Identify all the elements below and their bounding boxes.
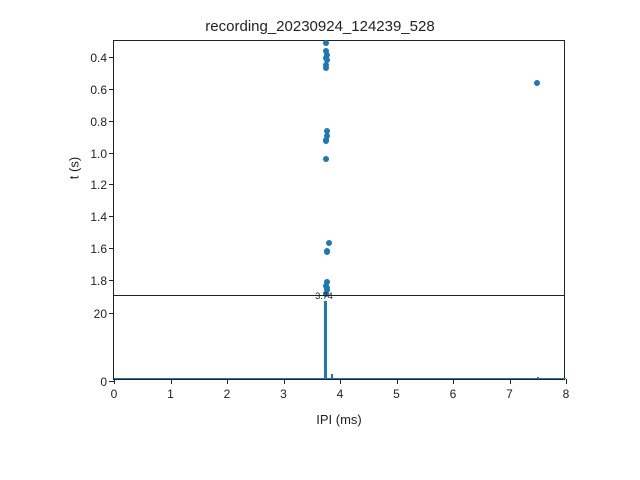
y-axis-label-value-top: 1.0 xyxy=(79,147,107,161)
y-axis-tick-top xyxy=(109,57,114,58)
chart-container: recording_20230924_124239_528 t (s) 0.4 0… xyxy=(0,0,640,480)
y-axis-tick-top xyxy=(109,280,114,281)
density-small-bump[interactable] xyxy=(331,374,333,379)
y-axis-label-value-top: 0.8 xyxy=(79,115,107,129)
scatter-point[interactable] xyxy=(323,65,329,71)
y-axis-label-value-bottom: 20 xyxy=(79,307,107,321)
chart-title: recording_20230924_124239_528 xyxy=(0,18,640,35)
x-axis-tick xyxy=(453,379,454,384)
x-axis-tick xyxy=(510,379,511,384)
y-axis-tick-top xyxy=(109,153,114,154)
y-axis-tick-top xyxy=(109,216,114,217)
peak-value-annotation: 3.74 xyxy=(315,291,333,301)
x-axis-tick xyxy=(340,379,341,384)
x-axis-label: IPI (ms) xyxy=(316,412,362,427)
x-axis-label-value: 6 xyxy=(450,387,457,401)
y-axis-tick-top xyxy=(109,248,114,249)
x-axis-tick xyxy=(114,379,115,384)
scatter-point[interactable] xyxy=(323,156,329,162)
y-axis-label-value-top: 0.4 xyxy=(79,51,107,65)
y-axis-label-value-top: 1.2 xyxy=(79,178,107,192)
scatter-point[interactable] xyxy=(326,240,332,246)
y-axis-tick-top xyxy=(109,121,114,122)
x-axis-label-value: 4 xyxy=(337,387,344,401)
y-axis-label-value-top: 0.6 xyxy=(79,83,107,97)
y-axis-label-value-top: 1.6 xyxy=(79,242,107,256)
scatter-subplot: t (s) 0.4 0.6 0.8 1.0 1.2 1.4 1.6 1.8 xyxy=(113,40,565,295)
y-axis-tick-top xyxy=(109,89,114,90)
x-axis-label-value: 2 xyxy=(224,387,231,401)
x-axis-label-value: 0 xyxy=(111,387,118,401)
scatter-point[interactable] xyxy=(324,249,330,255)
scatter-point[interactable] xyxy=(534,80,540,86)
y-axis-label-value-bottom: 0 xyxy=(79,375,107,389)
x-axis-tick xyxy=(284,379,285,384)
x-axis-label-value: 7 xyxy=(506,387,513,401)
x-axis-tick xyxy=(171,379,172,384)
x-axis-tick xyxy=(227,379,228,384)
x-axis-label-value: 5 xyxy=(393,387,400,401)
x-axis-tick xyxy=(397,379,398,384)
x-axis-tick xyxy=(566,379,567,384)
y-axis-tick-bottom xyxy=(109,313,114,314)
density-outlier-spike[interactable] xyxy=(537,377,539,379)
x-axis-label-value: 1 xyxy=(167,387,174,401)
density-peak-spike[interactable] xyxy=(324,301,327,379)
y-axis-tick-top xyxy=(109,184,114,185)
scatter-point[interactable] xyxy=(323,138,329,144)
x-axis-label-value: 3 xyxy=(280,387,287,401)
y-axis-tick-bottom xyxy=(109,381,114,382)
y-axis-label-value-top: 1.8 xyxy=(79,274,107,288)
y-axis-label-value-top: 1.4 xyxy=(79,210,107,224)
scatter-point[interactable] xyxy=(323,40,329,46)
x-axis-label-value: 8 xyxy=(563,387,570,401)
